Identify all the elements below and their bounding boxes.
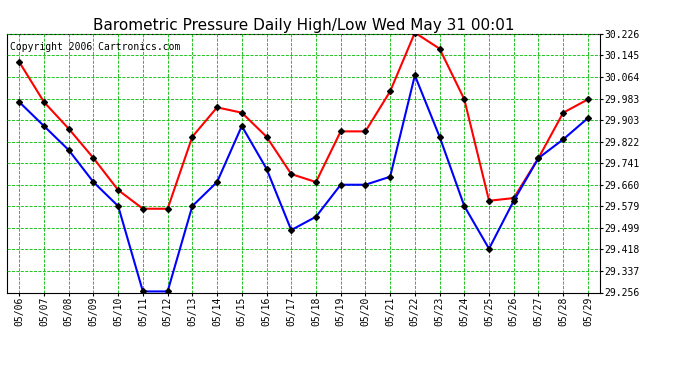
Title: Barometric Pressure Daily High/Low Wed May 31 00:01: Barometric Pressure Daily High/Low Wed M… bbox=[93, 18, 514, 33]
Text: Copyright 2006 Cartronics.com: Copyright 2006 Cartronics.com bbox=[10, 42, 180, 51]
